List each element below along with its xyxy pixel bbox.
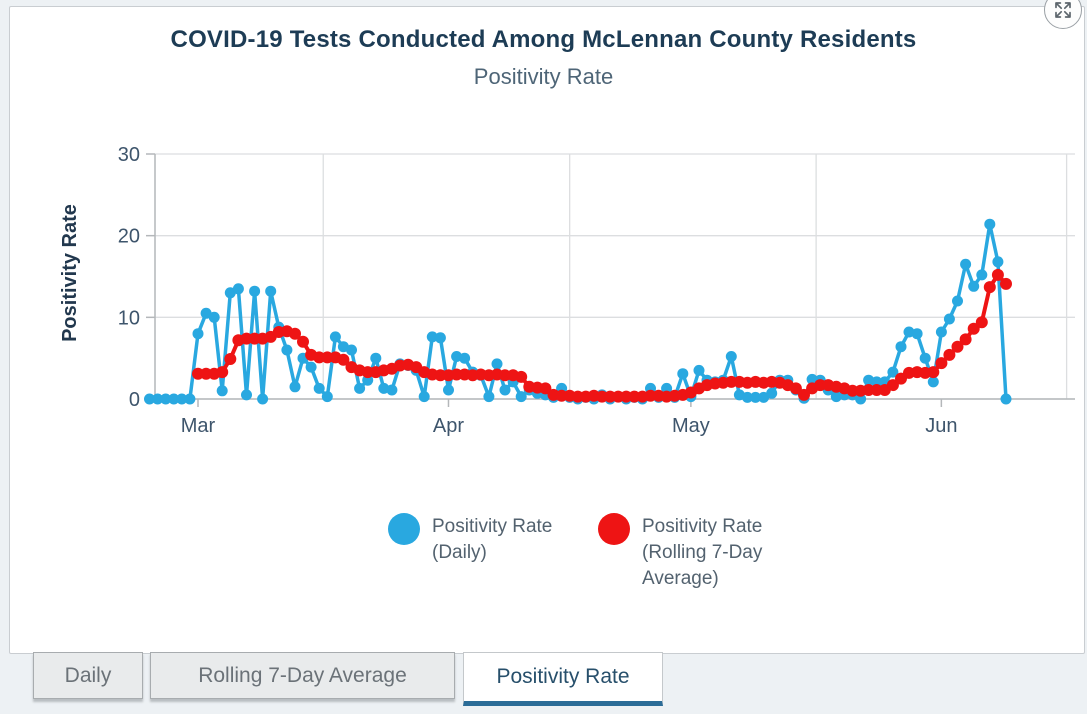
svg-text:Apr: Apr xyxy=(433,415,464,437)
expand-button[interactable] xyxy=(1044,0,1082,29)
legend-rolling-line1: Positivity Rate xyxy=(642,516,763,537)
chart-title: COVID-19 Tests Conducted Among McLennan … xyxy=(170,26,917,53)
rolling-series-swatch xyxy=(598,513,630,545)
legend-rolling-line2: (Rolling 7-Day xyxy=(642,542,763,563)
svg-text:Jun: Jun xyxy=(925,415,957,437)
svg-text:May: May xyxy=(672,415,710,437)
legend-daily-line2: (Daily) xyxy=(432,542,487,563)
expand-arrows-icon xyxy=(1055,2,1071,18)
svg-text:10: 10 xyxy=(118,307,140,329)
chart-subtitle: Positivity Rate xyxy=(473,64,614,89)
positivity-rate-chart: 0 10 20 30 Mar Apr May Jun xyxy=(118,144,1075,437)
legend-rolling-line3: Average) xyxy=(642,568,719,589)
svg-text:0: 0 xyxy=(129,389,140,411)
tab-rolling-7-day-average[interactable]: Rolling 7-Day Average xyxy=(150,652,455,699)
daily-series-swatch xyxy=(388,513,420,545)
legend-daily-line1: Positivity Rate xyxy=(432,516,553,537)
chart-legend: Positivity Rate (Daily) Positivity Rate … xyxy=(0,505,1087,615)
legend-label-rolling: Positivity Rate (Rolling 7-Day Average) xyxy=(642,514,762,592)
svg-text:20: 20 xyxy=(118,226,140,248)
tab-daily[interactable]: Daily xyxy=(33,652,143,699)
svg-text:Mar: Mar xyxy=(181,415,216,437)
legend-label-daily: Positivity Rate (Daily) xyxy=(432,514,552,566)
svg-text:30: 30 xyxy=(118,144,140,166)
tab-positivity-rate[interactable]: Positivity Rate xyxy=(463,652,663,706)
